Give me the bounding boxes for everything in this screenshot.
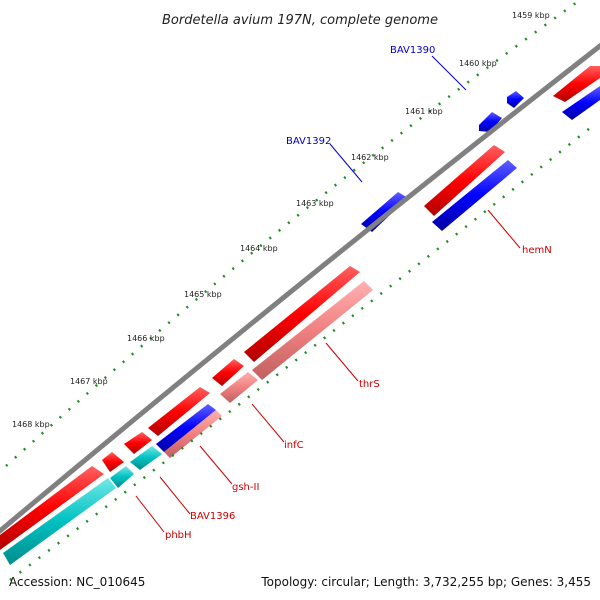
callout-lines [135, 55, 521, 533]
gene-label-hemN[interactable]: hemN [522, 245, 552, 256]
gene-label-bav1392[interactable]: BAV1392 [286, 136, 331, 147]
gene-label-thrS[interactable]: thrS [359, 379, 380, 390]
feature-top-right-red[interactable] [553, 66, 600, 102]
feature-phbH-fwd[interactable] [102, 452, 124, 472]
gene-label-gsh-II[interactable]: gsh-II [232, 482, 259, 493]
tick-label-1460: 1460 kbp [459, 59, 497, 68]
feature-hemN-rev[interactable] [432, 160, 517, 231]
feature-thrS-rev[interactable] [252, 281, 373, 380]
outer-tick-track [5, 0, 581, 467]
feature-gsh-II-rev[interactable] [156, 404, 216, 452]
reverse-strand-features [3, 86, 600, 565]
feature-bav1396-rev[interactable] [130, 446, 162, 470]
tick-label-1467: 1467 kbp [70, 377, 108, 386]
gene-label-phbH[interactable]: phbH [165, 530, 192, 541]
tick-label-1468: 1468 kbp [12, 420, 50, 429]
feature-top-right-blue[interactable] [562, 86, 600, 120]
tick-label-1462: 1462 kbp [351, 153, 389, 162]
gene-labels: BAV1390 BAV1392 hemN thrS infC gsh-II BA… [165, 45, 552, 541]
genome-backbone [0, 42, 600, 535]
tick-label-1464: 1464 kbp [240, 244, 278, 253]
tick-label-1465: 1465 kbp [184, 290, 222, 299]
feature-phbH-rev[interactable] [110, 466, 134, 488]
tick-label-1463: 1463 kbp [296, 199, 334, 208]
tick-label-1461: 1461 kbp [405, 107, 443, 116]
feature-hemN[interactable] [424, 145, 505, 216]
gene-label-bav1390[interactable]: BAV1390 [390, 45, 435, 56]
forward-strand-features [0, 66, 600, 550]
feature-bav1390[interactable] [479, 91, 524, 132]
map-title: Bordetella avium 197N, complete genome [162, 13, 438, 28]
tick-label-1466: 1466 kbp [127, 334, 165, 343]
feature-long-red-left[interactable] [0, 466, 104, 550]
gene-label-infC[interactable]: infC [284, 440, 304, 451]
feature-thrS[interactable] [244, 266, 360, 362]
genome-summary-text: Topology: circular; Length: 3,732,255 bp… [260, 575, 591, 589]
feature-long-cyan-left[interactable] [3, 478, 116, 565]
accession-text: Accession: NC_010645 [9, 575, 145, 589]
feature-gsh-II-rev-pink[interactable] [164, 410, 222, 458]
tick-labels: 1459 kbp 1460 kbp 1461 kbp 1462 kbp 1463… [12, 11, 550, 429]
feature-bav1392[interactable] [361, 192, 408, 232]
tick-label-1459: 1459 kbp [512, 11, 550, 20]
gene-label-bav1396[interactable]: BAV1396 [190, 511, 235, 522]
feature-bav1396[interactable] [124, 432, 152, 454]
feature-infC[interactable] [212, 359, 244, 386]
inner-tick-track [9, 127, 591, 581]
feature-infC-rev[interactable] [220, 372, 258, 403]
feature-gsh-II-fwd[interactable] [148, 387, 210, 436]
